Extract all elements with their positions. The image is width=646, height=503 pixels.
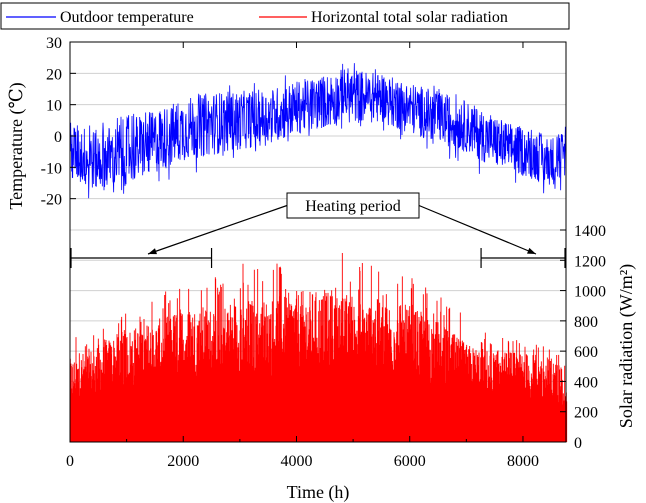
left-tick-label: -20 xyxy=(41,192,62,209)
right-tick-label: 800 xyxy=(574,314,598,331)
right-tick-label: 0 xyxy=(574,435,582,452)
legend-label-temperature: Outdoor temperature xyxy=(60,9,194,26)
right-tick-label: 1000 xyxy=(574,284,606,301)
left-tick-label: -10 xyxy=(41,160,62,177)
right-tick-label: 400 xyxy=(574,374,598,391)
left-tick-label: 10 xyxy=(46,98,62,115)
x-tick-label: 4000 xyxy=(280,453,312,470)
heating-arrow-right xyxy=(418,204,537,255)
outdoor-temperature-series xyxy=(69,63,567,199)
left-axis-title: Temperature (℃) xyxy=(6,82,27,209)
heating-arrow-left-head xyxy=(148,248,157,255)
axis-tick-labels: 0 2000 4000 6000 8000 -20 -10 0 10 20 30 0 200 400 600… xyxy=(41,35,606,470)
legend-label-solar: Horizontal total solar radiation xyxy=(311,9,508,26)
left-tick-label: 0 xyxy=(54,129,62,146)
heating-arrow-left xyxy=(147,204,288,255)
annotation-label: Heating period xyxy=(305,198,401,215)
legend: Outdoor temperature Horizontal total sol… xyxy=(0,2,570,30)
right-tick-label: 200 xyxy=(574,405,598,422)
heating-period-annotation: Heating period xyxy=(70,192,566,268)
x-axis-title: Time (h) xyxy=(287,482,350,503)
left-tick-label: 20 xyxy=(46,66,62,83)
x-tick-label: 8000 xyxy=(507,453,539,470)
right-tick-label: 1200 xyxy=(574,253,606,270)
right-tick-label: 600 xyxy=(574,344,598,361)
axis-ticks xyxy=(69,41,566,443)
right-axis-title: Solar radiation (W/m²) xyxy=(616,264,637,428)
x-tick-label: 2000 xyxy=(167,453,199,470)
solar-radiation-fill xyxy=(70,412,566,442)
right-tick-label: 1400 xyxy=(574,223,606,240)
solar-radiation-series xyxy=(69,253,568,442)
x-tick-label: 6000 xyxy=(394,453,426,470)
heating-arrow-right-head xyxy=(527,247,536,254)
outdoor-temperature-line xyxy=(69,63,567,199)
legend-box xyxy=(0,2,570,30)
plot-frame xyxy=(69,41,567,443)
left-tick-label: 30 xyxy=(46,35,62,52)
x-tick-label: 0 xyxy=(66,453,74,470)
